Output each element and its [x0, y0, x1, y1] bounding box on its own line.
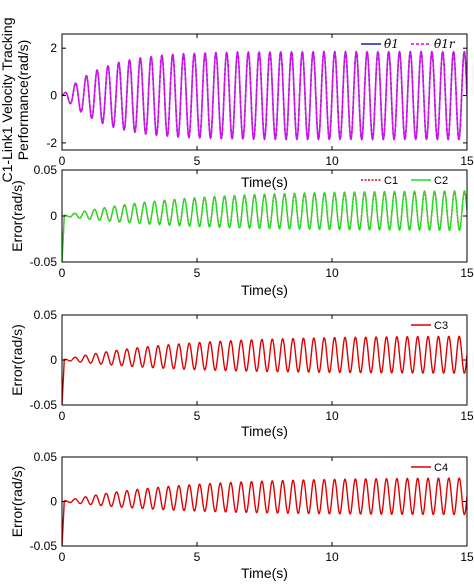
y-tick-label: 0.05 [34, 163, 58, 177]
legend-label-1: C4 [434, 462, 448, 474]
x-tick-label: 5 [194, 266, 201, 280]
x-tick-label: 15 [460, 550, 474, 564]
y-axis-label: Error(rad/s) [9, 324, 25, 396]
y-axis-label-line-2: Performance(rad/s) [15, 40, 31, 161]
x-axis-label: Time(s) [241, 565, 288, 581]
y-tick-label: 0 [50, 209, 57, 223]
y-tick-label: 0 [50, 353, 57, 367]
x-tick-label: 5 [194, 154, 201, 168]
x-tick-label: 5 [194, 550, 201, 564]
x-tick-label: 0 [59, 154, 66, 168]
legend-label-1: C1 [384, 175, 398, 187]
x-tick-label: 10 [325, 266, 339, 280]
x-tick-label: 5 [194, 409, 201, 423]
y-tick-label: 0 [50, 495, 57, 509]
legend: θ̇1 θ̇1r [361, 37, 456, 51]
x-tick-label: 15 [460, 409, 474, 423]
series-line-C2-2 [62, 190, 467, 262]
y-tick-label: 0.05 [34, 308, 58, 322]
y-tick-label: 2 [50, 41, 57, 55]
y-axis-label: Error(rad/s) [9, 180, 25, 252]
x-tick-label: 10 [325, 550, 339, 564]
x-tick-label: 10 [325, 154, 339, 168]
x-tick-label: 0 [59, 550, 66, 564]
x-axis-label: Time(s) [241, 423, 288, 439]
y-tick-label: 0 [50, 89, 57, 103]
legend: C1 C2 [361, 175, 448, 187]
legend-label-1: θ̇1 [384, 37, 399, 51]
x-tick-label: 15 [460, 154, 474, 168]
y-tick-label: -0.05 [30, 539, 58, 553]
y-tick-label: 0.05 [34, 450, 58, 464]
x-tick-label: 15 [460, 266, 474, 280]
y-axis-label: Error(rad/s) [9, 466, 25, 538]
x-axis-label: Time(s) [241, 174, 288, 190]
series-line-1r-2 [62, 50, 467, 141]
y-tick-label: -0.05 [30, 255, 58, 269]
x-tick-label: 10 [325, 409, 339, 423]
x-tick-label: 0 [59, 409, 66, 423]
series-line-C3-1 [62, 335, 467, 405]
y-tick-label: -2 [46, 136, 57, 150]
x-tick-label: 0 [59, 266, 66, 280]
y-tick-label: -0.05 [30, 398, 58, 412]
legend: C3 [411, 320, 448, 332]
legend-label-1: C3 [434, 320, 448, 332]
legend-label-2: θ̇1r [434, 37, 456, 51]
x-axis-label: Time(s) [241, 282, 288, 298]
series-line-C4-1 [62, 477, 467, 546]
plot-frame [61, 33, 468, 151]
legend: C4 [411, 462, 448, 474]
y-axis-label-line-1: C1-Link1 Velocity Tracking [0, 18, 15, 183]
legend-label-2: C2 [434, 175, 448, 187]
